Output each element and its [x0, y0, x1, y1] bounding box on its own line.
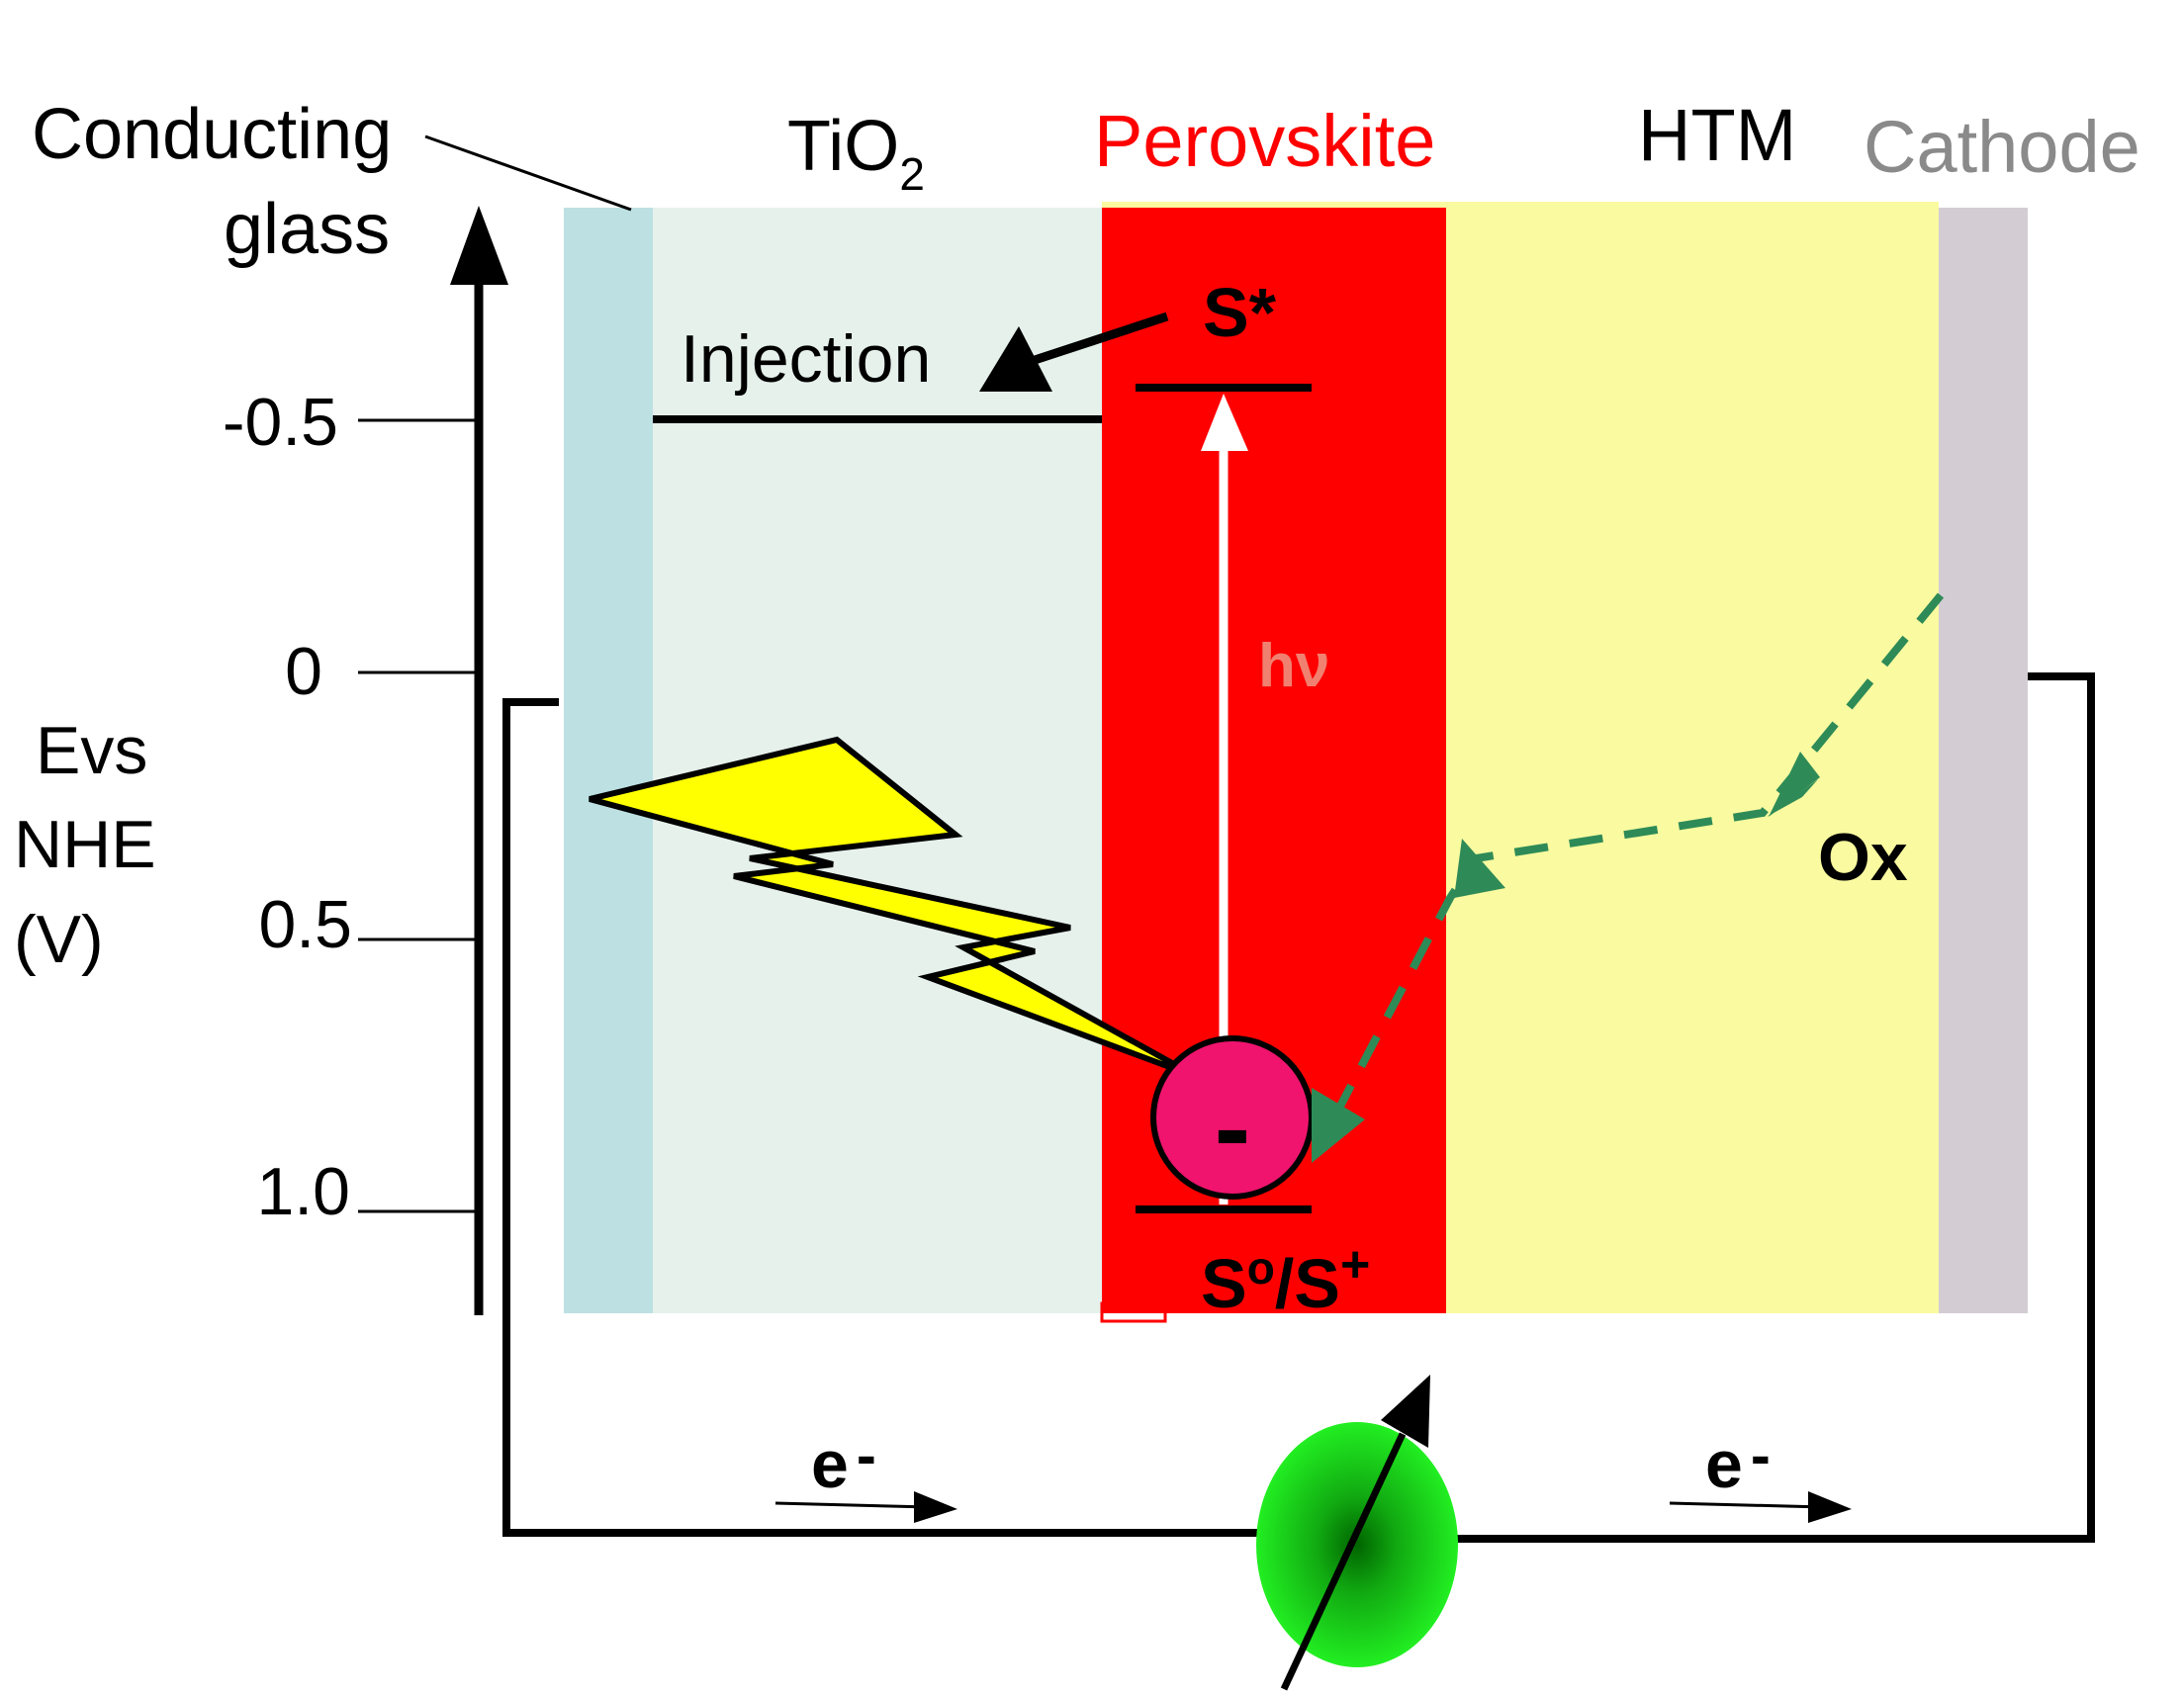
dashed-arrowhead-ox-main [1769, 752, 1820, 817]
load-variable-arrowhead [1381, 1375, 1430, 1448]
electron-arrow-right [1669, 1501, 1825, 1509]
tick-label-1-0: 1.0 [256, 1154, 350, 1229]
cathode-layer [1939, 208, 2028, 1313]
electron-arrowhead-left [914, 1491, 957, 1523]
injection-label: Injection [681, 321, 931, 397]
perovskite-tab [1100, 1301, 1167, 1323]
electron-arrowhead-right [1808, 1491, 1852, 1523]
conducting-glass-label-2: glass [224, 190, 390, 269]
load-icon [1256, 1422, 1458, 1667]
dashed-arrowhead-hole [1312, 1088, 1365, 1163]
cathode-label: Cathode [1864, 106, 2140, 188]
load-variable-arrow [1280, 1432, 1407, 1691]
excitation-arrowhead [1201, 394, 1248, 451]
injection-arrowhead [979, 326, 1052, 392]
htm-label: HTM [1638, 94, 1796, 176]
conducting-glass-label: Conducting [32, 95, 392, 174]
axis-label-line2: NHE [14, 807, 156, 882]
electron-label-left: e- [811, 1422, 876, 1502]
electron-arrow-left [774, 1501, 931, 1509]
external-circuit-wire-right [1454, 672, 2095, 1543]
lightning-bolt-icon [589, 736, 1201, 1081]
tick-label-0-5: 0.5 [258, 887, 352, 962]
injection-pointer [1027, 312, 1169, 367]
tio2-layer [653, 208, 1102, 1313]
photon-label: hν [1258, 632, 1329, 700]
dashed-arrowhead-htm [1454, 839, 1505, 898]
energy-axis-arrowhead [450, 206, 508, 285]
external-circuit-wire [502, 698, 1266, 1537]
ground-state-label: So/S+ [1201, 1236, 1370, 1322]
tick-label-minus-0-5: -0.5 [223, 385, 338, 460]
hole-sign: - [1215, 1067, 1251, 1189]
conducting-glass-pointer [424, 134, 632, 212]
oxidized-label: Ox [1818, 820, 1908, 895]
tio2-subscript: 2 [899, 148, 925, 200]
conducting-glass-layer [564, 208, 653, 1313]
electron-label-right: e- [1705, 1422, 1771, 1502]
tio2-label: TiO2 [787, 107, 925, 200]
tick-label-0: 0 [285, 634, 322, 709]
excited-state-label: S* [1203, 274, 1277, 351]
axis-label-line1: Evs [36, 713, 147, 788]
axis-label-line3: (V) [14, 902, 104, 977]
perovskite-label: Perovskite [1094, 100, 1435, 182]
